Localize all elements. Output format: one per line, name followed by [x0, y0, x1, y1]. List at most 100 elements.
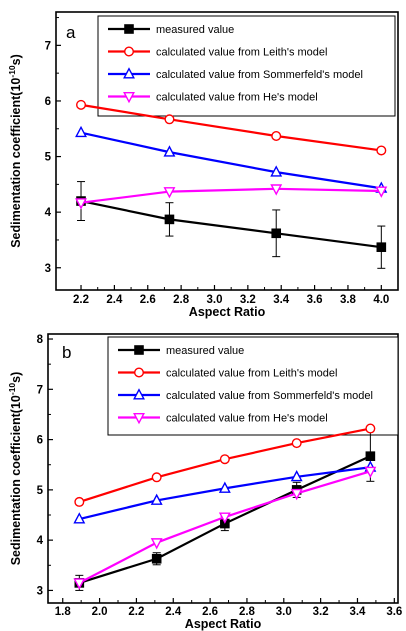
- data-point: [219, 454, 230, 465]
- legend-box: [97, 15, 396, 117]
- x-tick-label: 2.2: [73, 294, 89, 306]
- series-line: [80, 187, 382, 204]
- data-point: [150, 493, 163, 505]
- series-3: [73, 466, 377, 590]
- legend-label: calculated value from Sommerfeld's model: [166, 390, 373, 402]
- data-point: [75, 125, 87, 138]
- x-axis-label: Aspect Ratio: [189, 305, 266, 319]
- data-point: [218, 481, 231, 493]
- x-tick-label: 2.4: [165, 606, 182, 618]
- data-point: [73, 578, 86, 590]
- legend: measured value calculated value from Leit…: [97, 15, 396, 117]
- legend-box: [107, 336, 399, 436]
- data-point: [150, 538, 163, 550]
- series-2: [75, 125, 388, 193]
- legend-marker: [133, 388, 145, 400]
- y-axis-label: Sedimentation coefficient(10-10s): [7, 372, 23, 566]
- chart-panel-a: 2.2 2.4 2.6 2.8 3.0 3.2 3.4 3.6 3.8 4.0 Aspect Rat…: [7, 11, 399, 319]
- data-point: [218, 512, 231, 524]
- y-axis-label-exponent: -10: [7, 65, 17, 78]
- x-tick-label: 3.0: [206, 294, 222, 306]
- data-point: [74, 496, 85, 507]
- y-axis: 3 4 5 6 7 8: [37, 334, 53, 597]
- y-tick-label: 3: [37, 585, 43, 597]
- legend-label: measured value: [156, 24, 234, 36]
- data-point: [376, 145, 387, 156]
- data-point: [271, 130, 282, 141]
- y-axis-label-main: Sedimentation coefficient(10: [9, 78, 23, 248]
- data-point: [271, 228, 282, 239]
- data-point: [375, 186, 388, 198]
- legend-label: calculated value from Leith's model: [166, 368, 337, 380]
- x-tick-label: 3.2: [313, 606, 329, 618]
- series-1: [76, 99, 387, 156]
- series-line: [80, 199, 382, 249]
- y-tick-label: 7: [45, 40, 51, 52]
- data-point: [365, 451, 376, 461]
- data-point: [151, 472, 162, 483]
- x-tick-label: 2.8: [239, 606, 256, 618]
- x-tick-label: 2.8: [173, 294, 190, 306]
- series-3: [75, 184, 388, 210]
- legend-marker: [123, 91, 135, 104]
- x-tick-label: 2.6: [202, 606, 218, 618]
- y-tick-label: 4: [45, 207, 52, 219]
- x-tick-label: 2.6: [140, 294, 156, 306]
- data-point: [164, 114, 175, 125]
- series-line: [80, 103, 382, 152]
- data-point: [376, 242, 387, 252]
- y-tick-label: 6: [37, 435, 43, 447]
- data-point: [365, 423, 376, 434]
- x-tick-label: 3.2: [240, 294, 256, 306]
- x-axis: 1.8 2.0 2.2 2.4 2.6 2.8 3.0 3.2 3.4 3.6: [55, 598, 402, 618]
- panel-label: a: [66, 23, 76, 42]
- x-tick-label: 3.6: [307, 294, 323, 306]
- data-point: [290, 469, 303, 482]
- y-axis-label-main: Sedimentation coefficient(10: [9, 395, 23, 565]
- x-tick-label: 3.4: [273, 294, 290, 306]
- data-point: [76, 99, 87, 110]
- data-point: [290, 488, 303, 501]
- legend: measured value calculated value from Leit…: [107, 336, 399, 436]
- data-point: [364, 466, 377, 479]
- panel-label: b: [62, 343, 71, 362]
- x-axis: 2.2 2.4 2.6 2.8 3.0 3.2 3.4 3.6 3.8 4.0: [73, 285, 389, 306]
- legend-label: calculated value from Sommerfeld's model: [156, 69, 363, 81]
- x-tick-label: 3.6: [386, 606, 402, 618]
- series-1: [74, 423, 376, 507]
- data-point: [163, 145, 176, 157]
- legend-label: measured value: [166, 345, 244, 357]
- data-point: [163, 187, 176, 199]
- y-axis-label-exponent: -10: [7, 383, 17, 396]
- y-axis-label-unit: s): [9, 372, 23, 383]
- y-tick-label: 8: [37, 334, 44, 346]
- legend-marker: [123, 67, 135, 79]
- x-tick-label: 3.0: [276, 606, 292, 618]
- y-tick-label: 5: [45, 152, 52, 164]
- data-point: [270, 165, 283, 177]
- legend-marker: [134, 345, 144, 355]
- x-tick-label: 2.2: [128, 606, 144, 618]
- y-tick-label: 5: [37, 485, 44, 497]
- chart-panel-b: 1.8 2.0 2.2 2.4 2.6 2.8 3.0 3.2 3.4 3.6 Aspect Rat…: [7, 333, 402, 631]
- legend-marker: [133, 413, 145, 425]
- legend-label: calculated value from He's model: [156, 92, 318, 104]
- data-point: [270, 184, 283, 196]
- data-point: [164, 214, 175, 225]
- y-axis-label: Sedimentation coefficient(10-10s): [7, 54, 23, 248]
- series-0: [76, 181, 387, 269]
- plot-frame: [55, 11, 399, 291]
- legend-label: calculated value from He's model: [166, 413, 328, 425]
- data-point: [75, 198, 87, 210]
- x-tick-label: 2.4: [106, 294, 123, 306]
- x-tick-label: 1.8: [55, 606, 72, 618]
- legend-marker: [133, 367, 144, 378]
- series-line: [80, 131, 382, 190]
- y-tick-label: 4: [37, 535, 44, 547]
- data-point: [151, 553, 162, 564]
- y-tick-label: 3: [45, 263, 51, 275]
- data-point: [291, 438, 302, 449]
- y-axis: 3 4 5 6 7: [45, 17, 61, 275]
- y-axis-label-unit: s): [9, 54, 23, 65]
- x-axis-label: Aspect Ratio: [185, 617, 262, 631]
